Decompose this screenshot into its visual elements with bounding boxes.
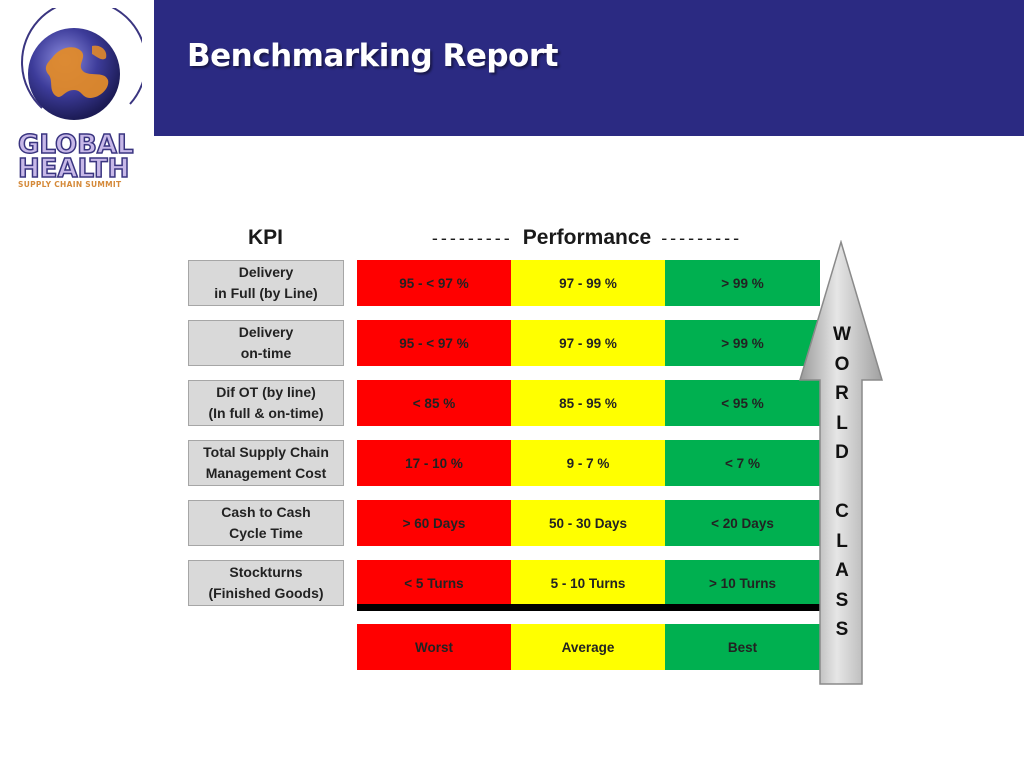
- arrow-letter: S: [835, 619, 849, 640]
- kpi-label: Cash to Cash Cycle Time: [188, 500, 344, 546]
- kpi-label: Stockturns (Finished Goods): [188, 560, 344, 606]
- logo-subtitle: SUPPLY CHAIN SUMMIT: [18, 180, 122, 189]
- header-banner: [154, 0, 1024, 136]
- arrow-letter: L: [836, 530, 848, 552]
- arrow-letter: S: [835, 589, 849, 611]
- arrow-letter: A: [835, 560, 849, 581]
- kpi-label: Delivery in Full (by Line): [188, 260, 344, 306]
- legend-divider: [357, 604, 820, 611]
- kpi-label: Total Supply Chain Management Cost: [188, 440, 344, 486]
- kpi-label: Dif OT (by line) (In full & on-time): [188, 380, 344, 426]
- kpi-header: KPI: [248, 226, 284, 249]
- world-class-arrow-icon: [798, 240, 884, 685]
- legend-average: Average: [511, 624, 665, 670]
- kpi-row: Dif OT (by line) (In full & on-time) < 8…: [188, 380, 820, 426]
- best-cell: < 20 Days: [665, 500, 820, 546]
- world-class-label: W O R L D C L A S S: [820, 320, 864, 645]
- arrow-letter: W: [833, 324, 851, 345]
- best-cell: < 7 %: [665, 440, 820, 486]
- legend-row: Worst Average Best: [188, 624, 820, 670]
- dash-line-left: ---------: [431, 227, 513, 248]
- kpi-row: Delivery on-time 95 - < 97 % 97 - 99 % >…: [188, 320, 820, 366]
- kpi-row: Total Supply Chain Management Cost 17 - …: [188, 440, 820, 486]
- average-cell: 5 - 10 Turns: [511, 560, 665, 606]
- arrow-letter: C: [835, 501, 849, 522]
- worst-cell: 17 - 10 %: [357, 440, 511, 486]
- worst-cell: 95 - < 97 %: [357, 320, 511, 366]
- best-cell: > 99 %: [665, 320, 820, 366]
- kpi-label: Delivery on-time: [188, 320, 344, 366]
- logo: GLOBAL HEALTH SUPPLY CHAIN SUMMIT: [12, 8, 142, 189]
- legend-best: Best: [665, 624, 820, 670]
- worst-cell: > 60 Days: [357, 500, 511, 546]
- average-cell: 9 - 7 %: [511, 440, 665, 486]
- arrow-letter: R: [835, 383, 849, 404]
- kpi-row: Cash to Cash Cycle Time > 60 Days 50 - 3…: [188, 500, 820, 546]
- logo-line-1: GLOBAL: [17, 130, 134, 160]
- best-cell: > 10 Turns: [665, 560, 820, 606]
- worst-cell: 95 - < 97 %: [357, 260, 511, 306]
- legend-worst: Worst: [357, 624, 511, 670]
- kpi-row: Stockturns (Finished Goods) < 5 Turns 5 …: [188, 560, 820, 606]
- logo-line-2: HEALTH: [17, 154, 130, 184]
- arrow-letter: D: [835, 442, 849, 463]
- performance-label: Performance: [522, 226, 652, 249]
- globe-logo-icon: [21, 8, 142, 120]
- average-cell: 97 - 99 %: [511, 260, 665, 306]
- average-cell: 50 - 30 Days: [511, 500, 665, 546]
- average-cell: 97 - 99 %: [511, 320, 665, 366]
- kpi-row: Delivery in Full (by Line) 95 - < 97 % 9…: [188, 260, 820, 306]
- best-cell: > 99 %: [665, 260, 820, 306]
- arrow-letter: O: [834, 353, 850, 375]
- worst-cell: < 85 %: [357, 380, 511, 426]
- best-cell: < 95 %: [665, 380, 820, 426]
- performance-header: --------- Performance ---------: [372, 226, 802, 250]
- arrow-letter-spacer: [820, 468, 864, 498]
- dash-line-right: ---------: [661, 227, 743, 248]
- page-title: Benchmarking Report: [187, 38, 558, 74]
- average-cell: 85 - 95 %: [511, 380, 665, 426]
- arrow-letter: L: [836, 412, 848, 434]
- worst-cell: < 5 Turns: [357, 560, 511, 606]
